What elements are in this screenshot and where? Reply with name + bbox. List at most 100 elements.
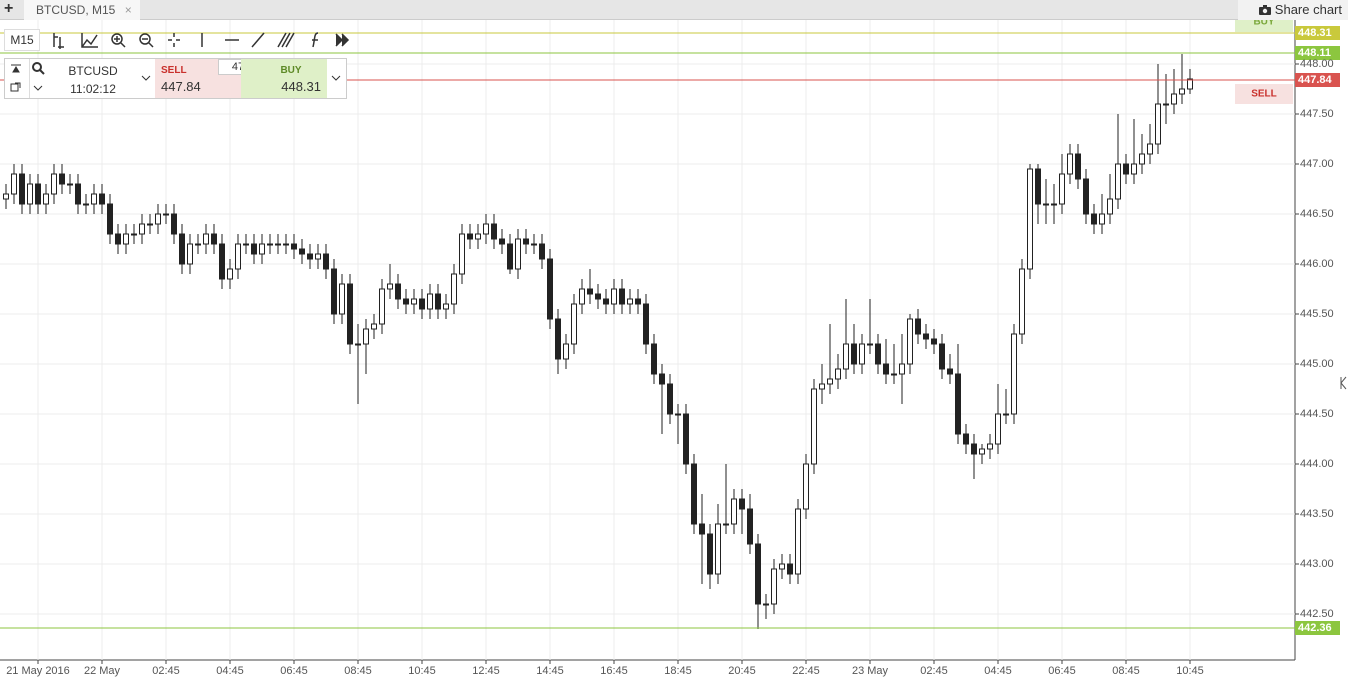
buy-price: 448.31 [281, 79, 321, 94]
buy-dropdown[interactable] [331, 74, 341, 82]
candle-body [827, 378, 833, 385]
candle-body [971, 443, 977, 455]
candle-body [819, 383, 825, 390]
candle-body [923, 333, 929, 340]
candle-body [1187, 78, 1193, 90]
x-tick-label: 02:45 [920, 665, 948, 677]
x-tick-label: 04:45 [984, 665, 1012, 677]
candle-body [283, 243, 289, 246]
price-level-label: 448.31 [1298, 27, 1332, 39]
candle-body [747, 508, 753, 545]
candle-body [515, 238, 521, 270]
interval-button[interactable]: M15 [4, 29, 40, 51]
ticket-time: 11:02:12 [70, 82, 116, 96]
candle-body [11, 173, 17, 195]
x-tick-label: 08:45 [344, 665, 372, 677]
price-level-label-bg [1295, 46, 1340, 60]
y-tick-label: 443.00 [1300, 558, 1334, 570]
search-icon[interactable] [31, 61, 45, 75]
x-tick-label: 10:45 [408, 665, 436, 677]
x-tick-label: 08:45 [1112, 665, 1140, 677]
candle-body [1179, 88, 1185, 95]
share-button[interactable]: Share chart [1238, 0, 1348, 20]
candle-body [627, 298, 633, 305]
candle-body [371, 323, 377, 330]
new-tab[interactable]: + [4, 0, 14, 17]
popout[interactable] [10, 82, 21, 92]
x-tick-label: 16:45 [600, 665, 628, 677]
candle-body [331, 268, 337, 315]
candle-body [1131, 163, 1137, 175]
bars-tool[interactable] [53, 33, 64, 49]
collapse-icon[interactable] [1340, 376, 1347, 390]
candle-body [123, 233, 129, 245]
candle-body [1059, 173, 1065, 205]
candle-body [891, 373, 897, 376]
candle-body [723, 523, 729, 526]
candle-body [259, 243, 265, 255]
candle-body [667, 383, 673, 415]
sell-tag-bg [1235, 84, 1293, 104]
candle-body [203, 233, 209, 245]
candle-body [771, 568, 777, 605]
collapse[interactable] [11, 64, 21, 73]
more[interactable] [335, 33, 350, 47]
y-tick-label: 442.50 [1300, 608, 1334, 620]
line-tool[interactable] [81, 33, 98, 48]
buy-button[interactable]: BUY 448.31 [241, 59, 327, 98]
candle-body [555, 318, 561, 360]
candle-body [987, 443, 993, 450]
candle-body [195, 243, 201, 246]
candle-body [1043, 203, 1049, 206]
candle-body [1123, 163, 1129, 175]
candle-body [163, 213, 169, 216]
trendline[interactable] [251, 32, 265, 48]
candle-body [403, 298, 409, 305]
y-tick-label: 445.00 [1300, 358, 1334, 370]
sell-button[interactable]: SELL 447.84 [155, 59, 241, 98]
y-tick-label: 446.00 [1300, 258, 1334, 270]
candle-body [339, 283, 345, 315]
candle-body [115, 233, 121, 245]
fib[interactable] [312, 32, 319, 48]
candle-body [915, 318, 921, 335]
x-tick-label: 02:45 [152, 665, 180, 677]
candle-body [699, 523, 705, 535]
candle-body [907, 318, 913, 365]
y-tick-label: 446.50 [1300, 208, 1334, 220]
y-tick-label: 448.00 [1300, 58, 1334, 70]
candle-body [1099, 213, 1105, 225]
candle-body [603, 298, 609, 305]
candle-body [659, 373, 665, 385]
y-tick-label: 447.50 [1300, 108, 1334, 120]
candle-body [347, 283, 353, 345]
symbol-dropdown[interactable] [33, 84, 43, 92]
candle-body [147, 223, 153, 226]
zoom-out[interactable] [139, 33, 151, 45]
candle-body [91, 193, 97, 205]
candle-body [427, 293, 433, 310]
x-tick-label: 22:45 [792, 665, 820, 677]
zoom-in[interactable] [111, 33, 123, 45]
candle-body [931, 338, 937, 345]
candle-body [1139, 153, 1145, 165]
x-tick-label: 12:45 [472, 665, 500, 677]
candle-body [707, 533, 713, 575]
y-tick-label: 443.50 [1300, 508, 1334, 520]
tab-title: BTCUSD, M15 [36, 3, 116, 17]
crosshair[interactable] [168, 33, 180, 47]
x-tick-label: 04:45 [216, 665, 244, 677]
candle-body [139, 223, 145, 235]
candle-body [651, 343, 657, 375]
sell-price: 447.84 [161, 79, 201, 94]
channel[interactable] [277, 32, 295, 48]
candle-body [811, 388, 817, 465]
tab-close[interactable]: × [124, 3, 132, 17]
ticket-dropdown[interactable] [141, 74, 151, 82]
candle-body [443, 303, 449, 310]
candle-body [779, 563, 785, 570]
candle-body [787, 563, 793, 575]
candle-body [587, 288, 593, 295]
camera-icon [1258, 5, 1271, 15]
chart-tab[interactable]: BTCUSD, M15 × [24, 0, 140, 20]
